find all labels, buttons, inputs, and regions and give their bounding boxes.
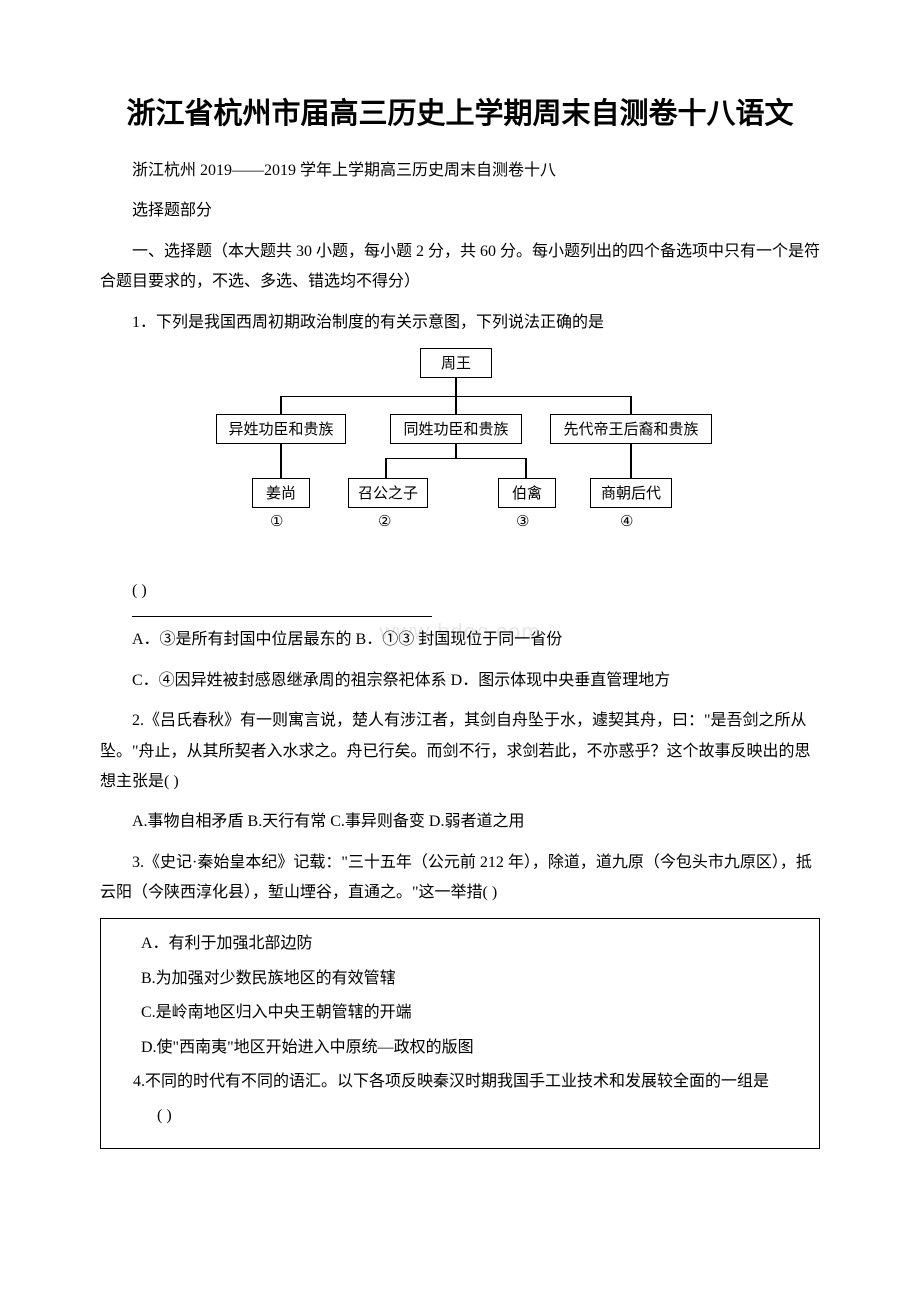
section-choice-intro: 一、选择题（本大题共 30 小题，每小题 2 分，共 60 分。每小题列出的四个…	[100, 237, 820, 298]
diagram-node-row2-0: 异姓功臣和贵族	[216, 414, 346, 444]
diagram-node-row2-2: 先代帝王后裔和贵族	[550, 414, 712, 444]
q1-paren: ( )	[100, 576, 820, 606]
diagram-line	[525, 458, 527, 478]
boxed-block: A．有利于加强北部边防 B.为加强对少数民族地区的有效管辖 C.是岭南地区归入中…	[100, 918, 820, 1148]
underline-rule	[132, 616, 432, 617]
q3-option-b: B.为加强对少数民族地区的有效管辖	[109, 964, 811, 994]
section-choice-heading: 选择题部分	[100, 196, 820, 226]
diagram-number-2: ②	[378, 512, 391, 531]
diagram-number-3: ③	[516, 512, 529, 531]
diagram-line	[280, 396, 282, 414]
diagram-node-row3-2: 伯禽	[498, 478, 556, 508]
q1-diagram: 周王 异姓功臣和贵族 同姓功臣和贵族 先代帝王后裔和贵族	[210, 348, 710, 568]
q1-stem: 1．下列是我国西周初期政治制度的有关示意图，下列说法正确的是	[100, 308, 820, 338]
q1-options-line1: A．③是所有封国中位居最东的 B．①③ 封国现位于同一省份	[100, 625, 820, 655]
q4-text: 4.不同的时代有不同的语汇。以下各项反映秦汉时期我国手工业技术和发展较全面的一组…	[109, 1067, 811, 1097]
subtitle: 浙江杭州 2019——2019 学年上学期高三历史周末自测卷十八	[100, 156, 820, 186]
diagram-line	[455, 378, 457, 396]
q3-option-c: C.是岭南地区归入中央王朝管辖的开端	[109, 998, 811, 1028]
q1-diagram-wrap: 周王 异姓功臣和贵族 同姓功臣和贵族 先代帝王后裔和贵族	[100, 348, 820, 568]
diagram-node-row3-0: 姜尚	[252, 478, 310, 508]
diagram-node-top: 周王	[420, 348, 492, 378]
q3-option-a: A．有利于加强北部边防	[109, 929, 811, 959]
diagram-line	[630, 396, 632, 414]
q3-text: 3.《史记·秦始皇本纪》记载："三十五年（公元前 212 年），除道，道九原（今…	[100, 848, 820, 909]
diagram-node-row3-1: 召公之子	[348, 478, 428, 508]
document-page: 浙江省杭州市届高三历史上学期周末自测卷十八语文 浙江杭州 2019——2019 …	[0, 0, 920, 1213]
diagram-node-row3-3: 商朝后代	[590, 478, 672, 508]
page-title: 浙江省杭州市届高三历史上学期周末自测卷十八语文	[100, 90, 820, 132]
diagram-number-1: ①	[270, 512, 283, 531]
diagram-line	[385, 458, 525, 460]
diagram-node-row2-1: 同姓功臣和贵族	[390, 414, 522, 444]
diagram-line	[630, 444, 632, 478]
diagram-line	[280, 444, 282, 478]
q1-options-line2: C．④因异姓被封感恩继承周的祖宗祭祀体系 D．图示体现中央垂直管理地方	[100, 666, 820, 696]
q2-options: A.事物自相矛盾 B.天行有常 C.事异则备变 D.弱者道之用	[100, 807, 820, 837]
diagram-line	[455, 396, 457, 414]
diagram-line	[385, 458, 387, 478]
diagram-line	[455, 444, 457, 458]
diagram-number-4: ④	[620, 512, 633, 531]
q4-paren: ( )	[109, 1101, 811, 1131]
q2-text: 2.《吕氏春秋》有一则寓言说，楚人有涉江者，其剑自舟坠于水，遽契其舟，曰："是吾…	[100, 706, 820, 797]
q3-option-d: D.使"西南夷"地区开始进入中原统—政权的版图	[109, 1033, 811, 1063]
